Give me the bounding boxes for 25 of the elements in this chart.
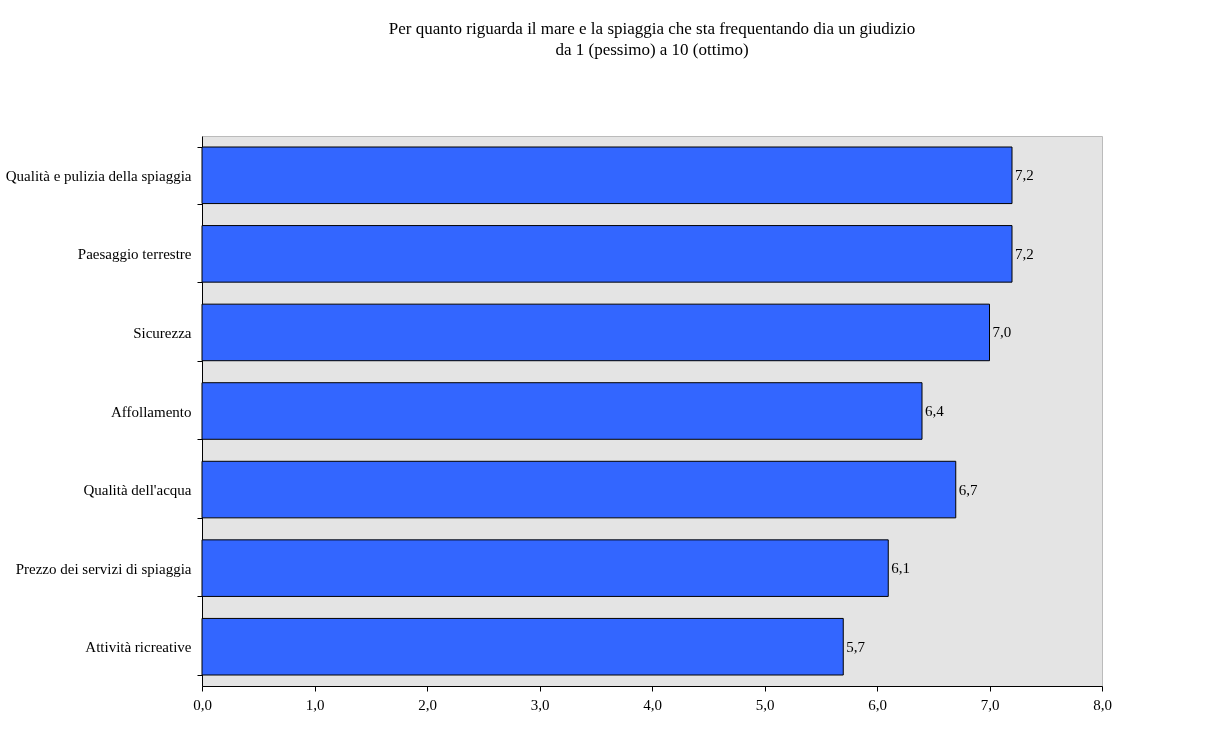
x-tick-label: 2,0 — [418, 696, 437, 713]
data-label: 7,2 — [1015, 167, 1034, 184]
data-label: 6,4 — [925, 403, 945, 419]
x-tick-label: 8,0 — [1093, 696, 1112, 713]
data-label: 7,0 — [992, 324, 1012, 341]
y-tick-label: Affollamento — [110, 403, 192, 420]
x-tick-label: 6,0 — [868, 696, 887, 713]
chart-title: Per quanto riguarda il mare e la spiaggia che sta frequentando dia un giudizio — [388, 19, 916, 38]
y-tick-label: Qualità dell'acqua — [83, 482, 192, 499]
x-tick-label: 1,0 — [305, 696, 325, 713]
x-tick-label: 7,0 — [980, 696, 1000, 713]
x-tick-label: 4,0 — [643, 696, 662, 713]
y-tick-label: Paesaggio terrestre — [77, 246, 192, 263]
y-tick-label: Prezzo dei servizi di spiaggia — [15, 560, 192, 577]
x-tick-label: 0,0 — [193, 696, 212, 713]
data-label: 7,2 — [1015, 245, 1034, 262]
y-tick-label: Qualità e pulizia della spiaggia — [5, 167, 192, 184]
y-tick-label: Attività ricreative — [85, 639, 192, 656]
chart-subtitle: da 1 (pessimo) a 10 (ottimo) — [555, 40, 749, 59]
x-tick-label: 3,0 — [530, 696, 550, 713]
y-tick-label: Sicurezza — [133, 324, 192, 341]
x-tick-label: 5,0 — [755, 696, 775, 713]
data-label: 6,7 — [958, 481, 978, 498]
data-label: 6,1 — [891, 560, 910, 577]
data-label: 5,7 — [846, 638, 866, 655]
